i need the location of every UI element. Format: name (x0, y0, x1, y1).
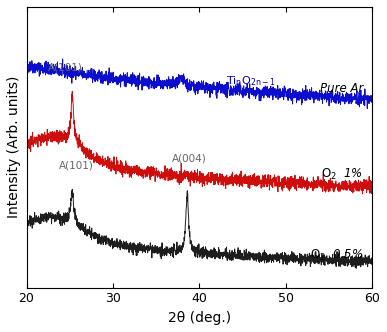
Text: A(101): A(101) (48, 62, 83, 72)
Text: $\mathrm{Ti_nO_{2n-1}}$: $\mathrm{Ti_nO_{2n-1}}$ (226, 75, 276, 89)
Y-axis label: Intensity (Arb. units): Intensity (Arb. units) (7, 76, 21, 218)
Text: A(004): A(004) (172, 153, 206, 163)
Text: A(101): A(101) (59, 160, 94, 170)
Text: $\mathrm{O_2}$  0.5%: $\mathrm{O_2}$ 0.5% (310, 247, 363, 263)
X-axis label: 2θ (deg.): 2θ (deg.) (168, 311, 231, 325)
Text: $\mathrm{O_2}$  1%: $\mathrm{O_2}$ 1% (322, 166, 363, 182)
Text: Pure Ar: Pure Ar (320, 82, 363, 95)
